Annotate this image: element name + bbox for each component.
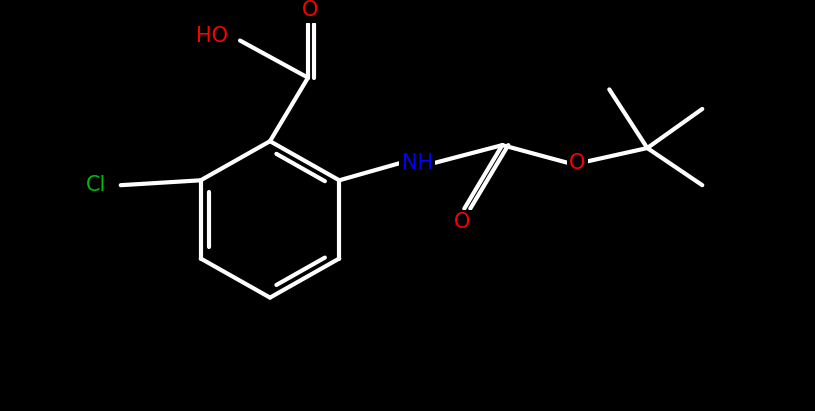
Text: NH: NH <box>402 153 433 173</box>
Text: O: O <box>454 212 470 232</box>
Text: O: O <box>570 153 586 173</box>
Text: O: O <box>302 0 318 20</box>
Text: HO: HO <box>196 25 228 46</box>
Text: Cl: Cl <box>86 175 107 195</box>
